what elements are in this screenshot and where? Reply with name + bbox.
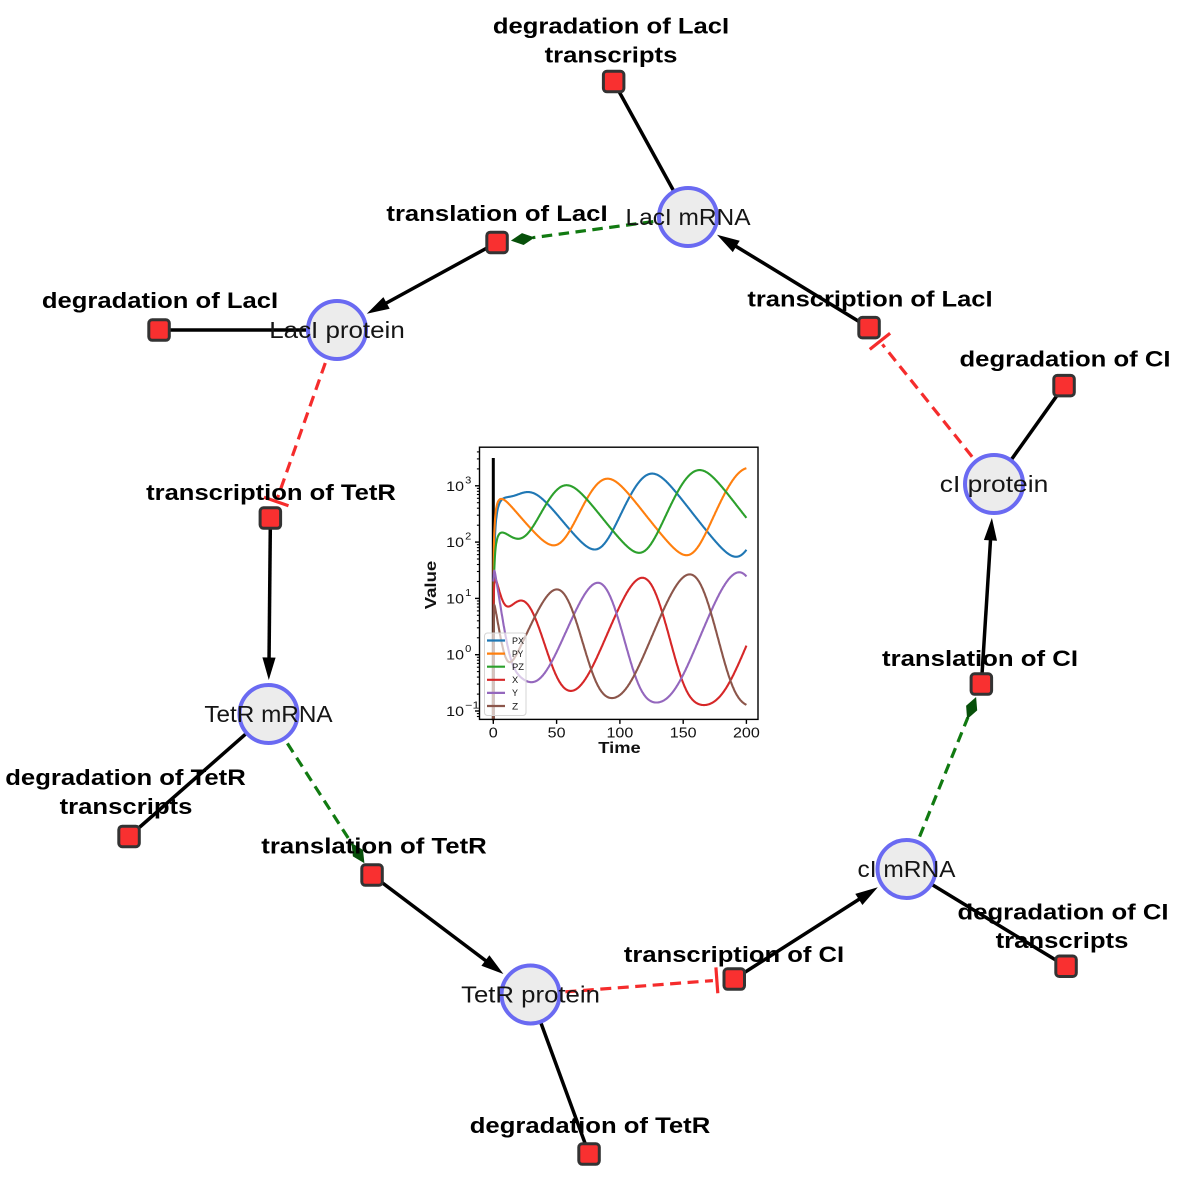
svg-text:Y: Y <box>512 688 518 698</box>
svg-text:10: 10 <box>446 703 464 719</box>
svg-text:10: 10 <box>446 478 464 494</box>
svg-text:0: 0 <box>489 726 498 742</box>
svg-text:translation of CI: translation of CI <box>882 646 1078 671</box>
svg-text:transcripts: transcripts <box>60 794 193 819</box>
svg-text:PZ: PZ <box>512 662 524 672</box>
svg-text:10: 10 <box>446 590 464 606</box>
svg-text:transcription of TetR: transcription of TetR <box>146 480 396 505</box>
svg-text:50: 50 <box>548 726 566 742</box>
svg-text:200: 200 <box>733 726 760 742</box>
svg-text:PY: PY <box>512 649 523 659</box>
svg-text:cI protein: cI protein <box>940 471 1049 497</box>
svg-text:1: 1 <box>465 588 471 599</box>
svg-text:TetR mRNA: TetR mRNA <box>204 701 333 727</box>
svg-text:LacI protein: LacI protein <box>269 317 405 343</box>
svg-text:transcription of CI: transcription of CI <box>624 942 844 967</box>
svg-text:transcripts: transcripts <box>545 43 678 68</box>
svg-text:transcripts: transcripts <box>996 928 1129 953</box>
svg-text:degradation of TetR: degradation of TetR <box>470 1113 711 1138</box>
svg-text:degradation of CI: degradation of CI <box>960 347 1171 372</box>
svg-text:10: 10 <box>446 534 464 550</box>
svg-text:Value: Value <box>423 560 440 609</box>
svg-text:TetR protein: TetR protein <box>461 982 600 1008</box>
svg-text:PX: PX <box>512 636 524 646</box>
svg-text:−1: −1 <box>465 701 479 712</box>
svg-text:100: 100 <box>607 726 634 742</box>
svg-text:degradation of LacI: degradation of LacI <box>42 288 278 313</box>
svg-text:150: 150 <box>670 726 697 742</box>
svg-text:cI mRNA: cI mRNA <box>858 856 956 882</box>
svg-text:degradation of CI: degradation of CI <box>958 900 1169 925</box>
svg-text:translation of LacI: translation of LacI <box>386 201 607 226</box>
svg-text:translation of TetR: translation of TetR <box>261 834 487 859</box>
svg-text:Time: Time <box>598 740 641 757</box>
svg-text:2: 2 <box>465 532 471 543</box>
svg-text:LacI mRNA: LacI mRNA <box>626 204 751 230</box>
svg-text:degradation of LacI: degradation of LacI <box>493 14 729 39</box>
svg-text:degradation of TetR: degradation of TetR <box>5 765 246 790</box>
svg-text:10: 10 <box>446 647 464 663</box>
svg-text:3: 3 <box>465 475 472 486</box>
svg-text:transcription of LacI: transcription of LacI <box>747 287 992 312</box>
svg-text:0: 0 <box>465 644 472 655</box>
svg-text:X: X <box>512 675 518 685</box>
svg-text:Z: Z <box>512 701 519 711</box>
